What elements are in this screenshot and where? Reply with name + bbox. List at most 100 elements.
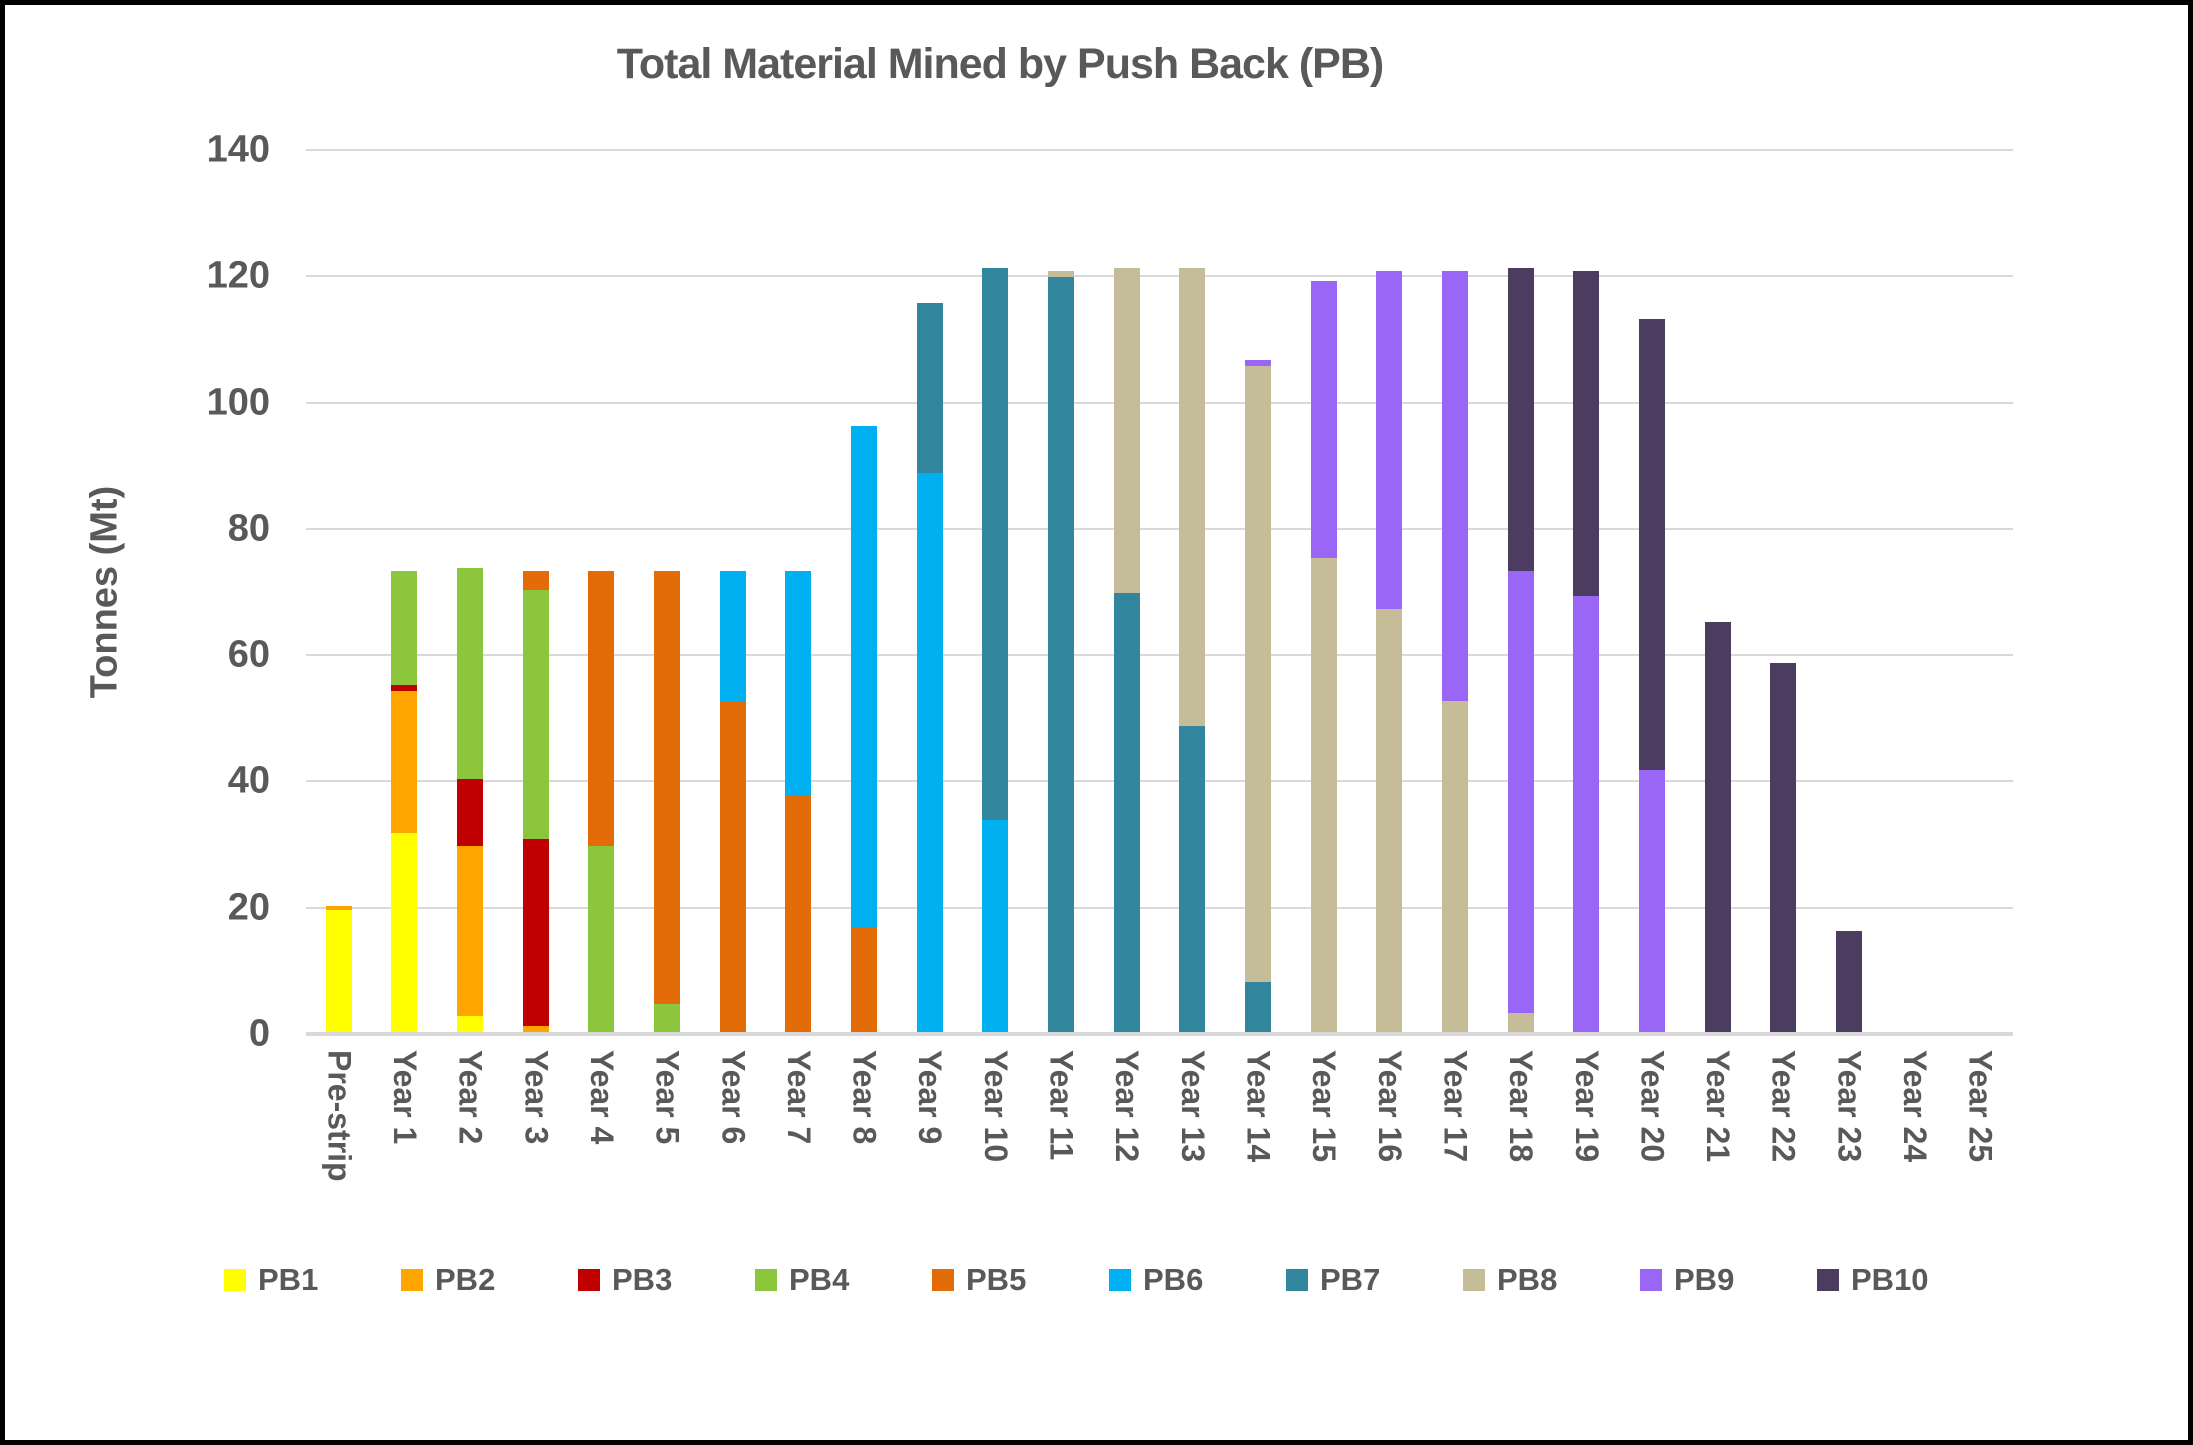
x-axis-label-year-7: Year 7 <box>780 1050 817 1145</box>
bar-year-22 <box>1770 662 1797 1032</box>
x-axis-label-year-22: Year 22 <box>1765 1050 1802 1163</box>
x-axis-label-year-8: Year 8 <box>846 1050 883 1145</box>
bar-year-5 <box>654 571 681 1032</box>
bar-segment-pb7 <box>1048 277 1075 1032</box>
bar-segment-pb6 <box>916 473 943 1032</box>
bar-year-6 <box>719 571 746 1032</box>
bar-segment-pb10 <box>1704 621 1731 1032</box>
x-axis-label-year-19: Year 19 <box>1568 1050 1605 1163</box>
bar-year-23 <box>1835 930 1862 1032</box>
bar-segment-pb5 <box>851 927 878 1032</box>
plot-area: Pre-strip Year 1 Year 2 Year 3 Year 4 Year 5 Y… <box>306 149 2013 1182</box>
gridline-60 <box>306 654 2013 657</box>
y-tick-label-0: 0 <box>248 1012 270 1055</box>
bar-segment-pb7 <box>982 267 1009 821</box>
y-tick-label-40: 40 <box>227 759 270 802</box>
bar-year-2 <box>457 567 484 1032</box>
bar-year-11 <box>1048 271 1075 1032</box>
y-axis-title: Tonnes (Mt) <box>83 485 126 699</box>
legend-label-pb8: PB8 <box>1497 1262 1558 1297</box>
bar-segment-pb5 <box>719 700 746 1032</box>
bar-segment-pb10 <box>1507 267 1534 572</box>
bar-year-18 <box>1507 267 1534 1032</box>
bar-segment-pb2 <box>391 691 418 834</box>
bar-segment-pb8 <box>1179 267 1206 726</box>
bar-segment-pb2 <box>325 905 352 911</box>
legend-item-pb4: PB4 <box>755 1262 907 1298</box>
legend-marker-pb9 <box>1640 1269 1662 1291</box>
legend-marker-pb2 <box>401 1269 423 1291</box>
x-axis-label-year-24: Year 24 <box>1897 1050 1934 1163</box>
x-axis-label-year-5: Year 5 <box>649 1050 686 1145</box>
legend-item-pb8: PB8 <box>1463 1262 1615 1298</box>
x-axis-label-year-9: Year 9 <box>912 1050 949 1145</box>
x-axis-label-year-25: Year 25 <box>1962 1050 1999 1163</box>
x-axis-label-year-3: Year 3 <box>518 1050 555 1145</box>
bar-segment-pb8 <box>1113 268 1140 594</box>
x-axis-label-year-23: Year 23 <box>1831 1050 1868 1163</box>
bar-segment-pb5 <box>785 795 812 1032</box>
legend-marker-pb7 <box>1286 1269 1308 1291</box>
x-axis-label-year-17: Year 17 <box>1437 1050 1474 1163</box>
bar-segment-pb10 <box>1638 318 1665 770</box>
bar-segment-pb10 <box>1835 930 1862 1032</box>
x-axis-label-year-2: Year 2 <box>452 1050 489 1145</box>
gridline-100 <box>306 401 2013 404</box>
bar-year-15 <box>1310 280 1337 1032</box>
x-axis-label-year-13: Year 13 <box>1174 1050 1211 1163</box>
bar-year-9 <box>916 302 943 1032</box>
bar-year-4 <box>588 571 615 1032</box>
y-tick-label-80: 80 <box>227 507 270 550</box>
gridline-120 <box>306 275 2013 278</box>
bar-segment-pb8 <box>1244 365 1271 982</box>
bar-segment-pb8 <box>1048 271 1075 278</box>
x-axis-line <box>306 1032 2013 1036</box>
x-axis-label-year-4: Year 4 <box>583 1050 620 1145</box>
bar-year-7 <box>785 571 812 1032</box>
legend: PB1 PB2 PB3 PB4 PB5 PB6 PB7 PB8 PB9 PB10 <box>0 1262 2193 1298</box>
legend-label-pb10: PB10 <box>1851 1262 1929 1297</box>
x-axis-label-year-15: Year 15 <box>1306 1050 1343 1163</box>
bar-segment-pb9 <box>1376 271 1403 609</box>
bar-segment-pb4 <box>654 1003 681 1032</box>
bar-year-19 <box>1573 271 1600 1032</box>
legend-label-pb1: PB1 <box>258 1262 319 1297</box>
x-axis-label-year-20: Year 20 <box>1634 1050 1671 1163</box>
bar-year-17 <box>1441 271 1468 1032</box>
bar-pre-strip <box>325 905 352 1032</box>
bar-segment-pb5 <box>588 571 615 846</box>
bar-segment-pb8 <box>1310 558 1337 1032</box>
bar-segment-pb4 <box>457 567 484 780</box>
legend-marker-pb5 <box>932 1269 954 1291</box>
bar-segment-pb7 <box>1244 981 1271 1032</box>
bar-segment-pb1 <box>457 1016 484 1032</box>
gridline-40 <box>306 780 2013 783</box>
bar-segment-pb7 <box>1113 593 1140 1032</box>
x-axis-label-year-11: Year 11 <box>1043 1050 1080 1161</box>
bar-segment-pb10 <box>1770 662 1797 1032</box>
legend-marker-pb4 <box>755 1269 777 1291</box>
bar-segment-pb9 <box>1244 359 1271 366</box>
bar-segment-pb9 <box>1310 280 1337 559</box>
legend-item-pb10: PB10 <box>1817 1262 1969 1298</box>
bar-segment-pb7 <box>1179 725 1206 1032</box>
bar-segment-pb6 <box>982 820 1009 1032</box>
bar-segment-pb8 <box>1441 700 1468 1032</box>
gridline-20 <box>306 906 2013 909</box>
legend-item-pb5: PB5 <box>932 1262 1084 1298</box>
legend-label-pb4: PB4 <box>789 1262 850 1297</box>
x-axis-label-year-16: Year 16 <box>1371 1050 1408 1163</box>
x-axis-label-pre-strip: Pre-strip <box>321 1050 358 1182</box>
y-tick-label-120: 120 <box>206 254 270 297</box>
bar-year-16 <box>1376 271 1403 1032</box>
y-tick-label-20: 20 <box>227 886 270 929</box>
bar-year-21 <box>1704 621 1731 1032</box>
bar-segment-pb8 <box>1376 608 1403 1032</box>
bar-segment-pb6 <box>719 571 746 701</box>
bar-segment-pb9 <box>1507 571 1534 1014</box>
bar-segment-pb2 <box>457 845 484 1017</box>
legend-label-pb6: PB6 <box>1143 1262 1204 1297</box>
x-axis-label-year-21: Year 21 <box>1700 1050 1737 1163</box>
bar-year-14 <box>1244 359 1271 1032</box>
